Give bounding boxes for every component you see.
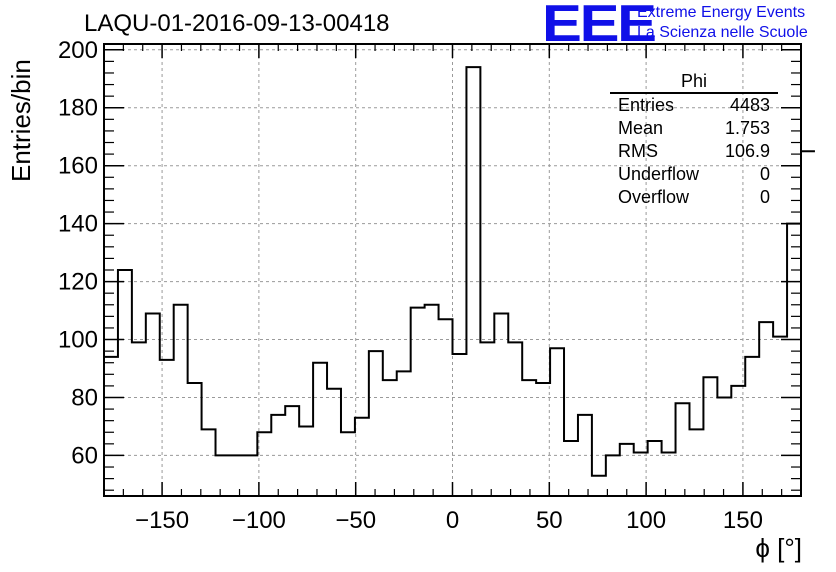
y-tick-label: 140: [58, 211, 98, 238]
histogram-bin: [592, 476, 606, 496]
axis-ticks: [104, 44, 801, 496]
y-tick-label: 60: [71, 442, 98, 469]
histogram-bin: [466, 67, 480, 496]
histogram-bin: [773, 337, 787, 496]
histogram-bin: [480, 342, 494, 496]
stats-row-underflow: Underflow 0: [610, 163, 778, 186]
histogram-bin: [717, 397, 731, 496]
eee-logo: EEE: [542, 0, 657, 53]
histogram-bin: [536, 383, 550, 496]
histogram-bin: [759, 322, 773, 496]
histogram-bin: [787, 224, 801, 496]
y-axis-label: Entries/bin: [6, 59, 36, 182]
histogram-bin: [369, 351, 383, 496]
histogram-bin: [160, 360, 174, 496]
stats-value: 4483: [729, 95, 770, 115]
x-tick-label: −100: [232, 507, 286, 534]
stats-label: Mean: [618, 118, 664, 138]
y-tick-label: 180: [58, 95, 98, 122]
logo-line-1: Extreme Energy Events: [637, 4, 806, 21]
histogram-bin: [453, 354, 467, 496]
y-tick-label: 100: [58, 327, 98, 354]
y-tick-label: 120: [58, 269, 98, 296]
histogram-bin: [313, 363, 327, 496]
histogram-bin: [243, 455, 257, 496]
histogram-bin: [132, 342, 146, 496]
histogram-bin: [341, 432, 355, 496]
stats-row-mean: Mean 1.753: [610, 117, 778, 140]
histogram-bin: [634, 453, 648, 496]
chart-title: LAQU-01-2016-09-13-00418: [84, 10, 390, 37]
x-tick-label: 100: [626, 507, 666, 534]
histogram-bin: [229, 455, 243, 496]
histogram-bin: [216, 455, 230, 496]
histogram-bin: [731, 386, 745, 496]
histogram-bin: [620, 444, 634, 496]
histogram-bin: [522, 380, 536, 496]
stats-label: Entries: [618, 95, 675, 115]
y-tick-label: 200: [58, 37, 98, 64]
histogram-bin: [188, 383, 202, 496]
stats-value: 0: [759, 187, 770, 207]
histogram-bin: [494, 313, 508, 496]
y-tick-label: 160: [58, 153, 98, 180]
stats-value: 106.9: [724, 141, 770, 161]
histogram-bin: [564, 441, 578, 496]
histogram-bin: [146, 313, 160, 496]
histogram-bin: [327, 389, 341, 496]
histogram-bin: [578, 415, 592, 496]
histogram-bin: [174, 305, 188, 496]
histogram-series: [104, 66, 815, 477]
histogram-bin: [271, 415, 285, 496]
logo-line-2: La Scienza nelle Scuole: [637, 24, 808, 41]
histogram-bin: [411, 308, 425, 496]
stats-row-rms: RMS 106.9: [610, 140, 778, 163]
stats-label: RMS: [618, 141, 658, 161]
histogram-bin: [676, 403, 690, 496]
x-tick-label: −150: [135, 507, 189, 534]
histogram-bin: [383, 380, 397, 496]
stats-box: Phi Entries 4483 Mean 1.753 RMS 106.9 Un…: [610, 70, 778, 209]
histogram-bin: [257, 432, 271, 496]
stats-row-entries: Entries 4483: [610, 94, 778, 117]
stats-label: Overflow: [618, 187, 690, 207]
histogram-bin: [202, 429, 216, 496]
histogram-bin: [703, 377, 717, 496]
histogram-bin: [104, 357, 118, 496]
histogram-bin: [606, 455, 620, 496]
stats-value: 0: [759, 164, 770, 184]
histogram-bin: [425, 305, 439, 496]
x-tick-label: 50: [536, 507, 563, 534]
histogram-bin: [355, 418, 369, 496]
histogram-bin: [689, 429, 703, 496]
stats-row-overflow: Overflow 0: [610, 186, 778, 209]
histogram-bin: [662, 453, 676, 496]
histogram-bin: [508, 342, 522, 496]
x-axis-label: ϕ [°]: [755, 533, 802, 563]
stats-value: 1.753: [724, 118, 770, 138]
histogram-bin: [801, 151, 815, 496]
histogram-bin: [550, 348, 564, 496]
x-tick-label: 0: [446, 507, 459, 534]
stats-label: Underflow: [618, 164, 700, 184]
histogram-bin: [118, 270, 132, 496]
tick-labels: −150 −100 −50 0 50 100 150 60 80 100 120 140 160 180 2…: [58, 37, 763, 534]
x-tick-label: −50: [335, 507, 376, 534]
histogram-bin: [397, 371, 411, 496]
histogram-bin: [439, 319, 453, 496]
histogram-bin: [648, 441, 662, 496]
histogram-bin: [299, 426, 313, 496]
histogram-bin: [745, 357, 759, 496]
stats-title: Phi: [610, 70, 778, 94]
histogram-bin: [285, 406, 299, 496]
x-tick-label: 150: [723, 507, 763, 534]
y-tick-label: 80: [71, 384, 98, 411]
